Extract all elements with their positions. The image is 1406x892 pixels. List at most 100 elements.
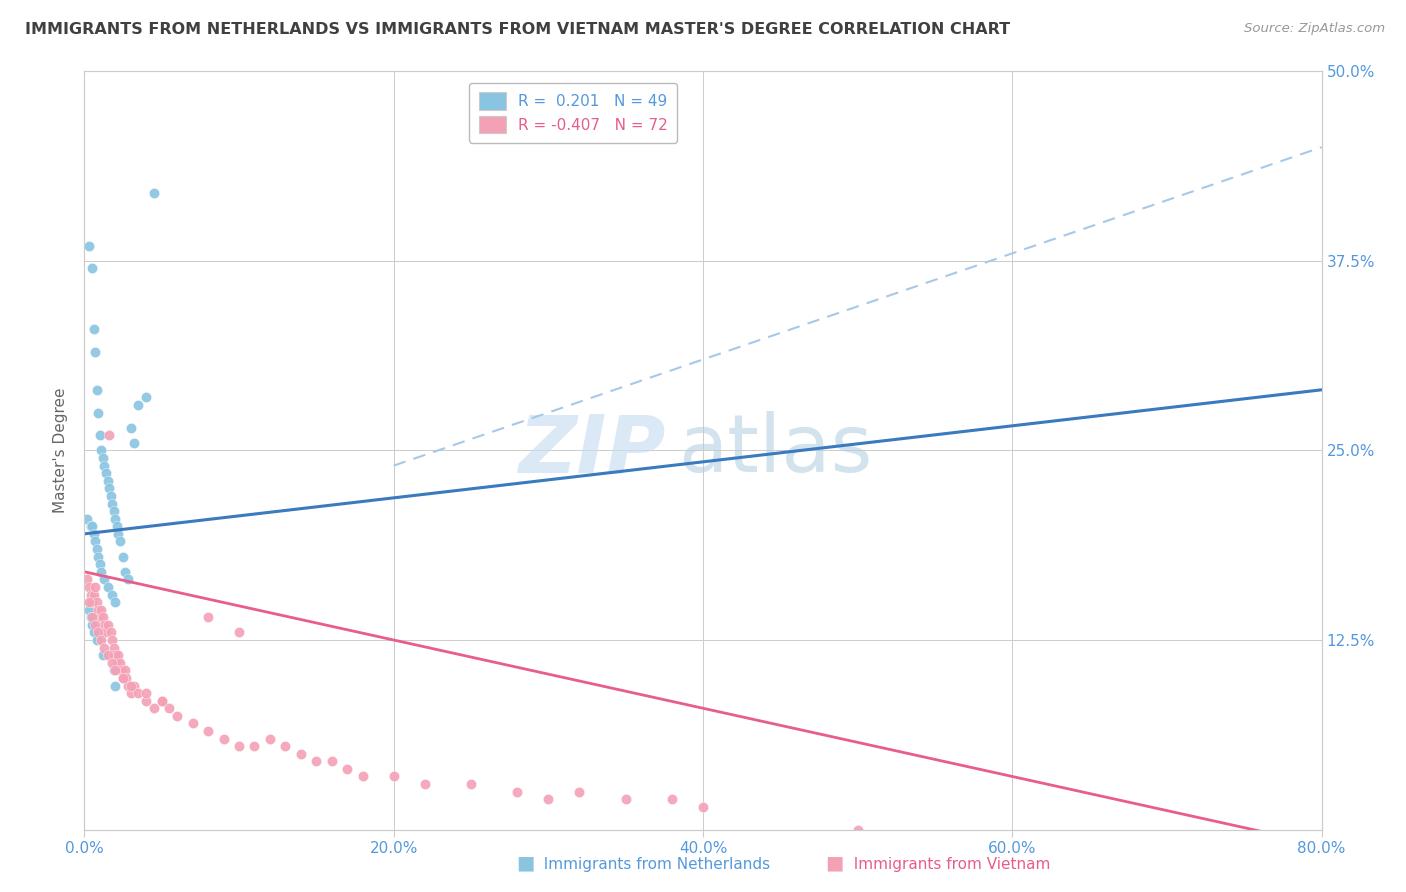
Point xyxy=(321,755,343,769)
Point xyxy=(692,800,714,814)
Text: ZIP: ZIP xyxy=(519,411,666,490)
Point xyxy=(94,466,117,480)
Point xyxy=(89,428,111,442)
Point xyxy=(181,716,204,731)
Point xyxy=(98,482,121,496)
Point xyxy=(122,678,145,692)
Point xyxy=(115,671,138,685)
Point xyxy=(83,625,105,640)
Text: ■: ■ xyxy=(825,854,844,872)
Point xyxy=(82,610,104,624)
Point xyxy=(352,769,374,784)
Point xyxy=(84,617,107,632)
Point xyxy=(104,664,127,678)
Point xyxy=(212,731,235,746)
Point xyxy=(76,573,98,587)
Point xyxy=(120,421,142,435)
Point xyxy=(86,595,108,609)
Point xyxy=(274,739,297,753)
Point xyxy=(90,633,112,648)
Point xyxy=(143,701,166,715)
Point xyxy=(84,580,107,594)
Point xyxy=(105,519,128,533)
Point xyxy=(101,633,124,648)
Point xyxy=(110,664,132,678)
Point xyxy=(90,565,112,579)
Y-axis label: Master's Degree: Master's Degree xyxy=(53,388,69,513)
Point xyxy=(86,633,108,648)
Point xyxy=(91,451,114,466)
Point xyxy=(336,762,359,776)
Point xyxy=(228,739,250,753)
Text: atlas: atlas xyxy=(678,411,873,490)
Point xyxy=(82,595,104,609)
Point xyxy=(568,785,591,799)
Point xyxy=(108,534,131,549)
Point xyxy=(150,694,173,708)
Point xyxy=(228,625,250,640)
Point xyxy=(79,519,101,533)
Point xyxy=(104,595,127,609)
Point xyxy=(87,603,110,617)
Point xyxy=(82,519,104,533)
Point xyxy=(100,489,122,503)
Point xyxy=(107,526,129,541)
Point xyxy=(305,755,328,769)
Point xyxy=(104,678,127,692)
Point xyxy=(89,610,111,624)
Point xyxy=(91,610,114,624)
Point xyxy=(117,678,139,692)
Point xyxy=(120,686,142,700)
Point xyxy=(243,739,266,753)
Point xyxy=(90,603,112,617)
Point xyxy=(197,610,219,624)
Point xyxy=(120,678,142,692)
Point xyxy=(112,671,135,685)
Point xyxy=(86,383,108,397)
Point xyxy=(150,694,173,708)
Point xyxy=(100,625,122,640)
Point xyxy=(101,656,124,670)
Point xyxy=(103,640,125,655)
Point xyxy=(87,625,110,640)
Point xyxy=(98,428,121,442)
Point xyxy=(87,549,110,564)
Point xyxy=(83,588,105,602)
Point xyxy=(91,648,114,662)
Point xyxy=(537,792,560,806)
Point xyxy=(135,391,157,405)
Point xyxy=(79,610,101,624)
Text: Immigrants from Vietnam: Immigrants from Vietnam xyxy=(844,857,1050,872)
Point xyxy=(77,595,100,609)
Point xyxy=(93,458,115,473)
Point xyxy=(135,694,157,708)
Point xyxy=(87,405,110,420)
Text: ■: ■ xyxy=(516,854,534,872)
Point xyxy=(77,580,100,594)
Point xyxy=(96,580,118,594)
Point xyxy=(101,588,124,602)
Point xyxy=(76,512,98,526)
Point xyxy=(96,648,118,662)
Point xyxy=(135,686,157,700)
Point xyxy=(77,238,100,253)
Point xyxy=(82,261,104,276)
Point xyxy=(101,496,124,510)
Point xyxy=(290,747,312,761)
Point xyxy=(84,344,107,359)
Point xyxy=(259,731,281,746)
Point xyxy=(79,588,101,602)
Point xyxy=(661,792,683,806)
Point xyxy=(90,443,112,458)
Point xyxy=(108,656,131,670)
Point xyxy=(94,625,117,640)
Point xyxy=(846,822,869,837)
Point xyxy=(107,648,129,662)
Point xyxy=(112,549,135,564)
Point xyxy=(93,640,115,655)
Point xyxy=(114,565,136,579)
Point xyxy=(122,436,145,450)
Point xyxy=(413,777,436,791)
Point xyxy=(77,603,100,617)
Point xyxy=(103,504,125,518)
